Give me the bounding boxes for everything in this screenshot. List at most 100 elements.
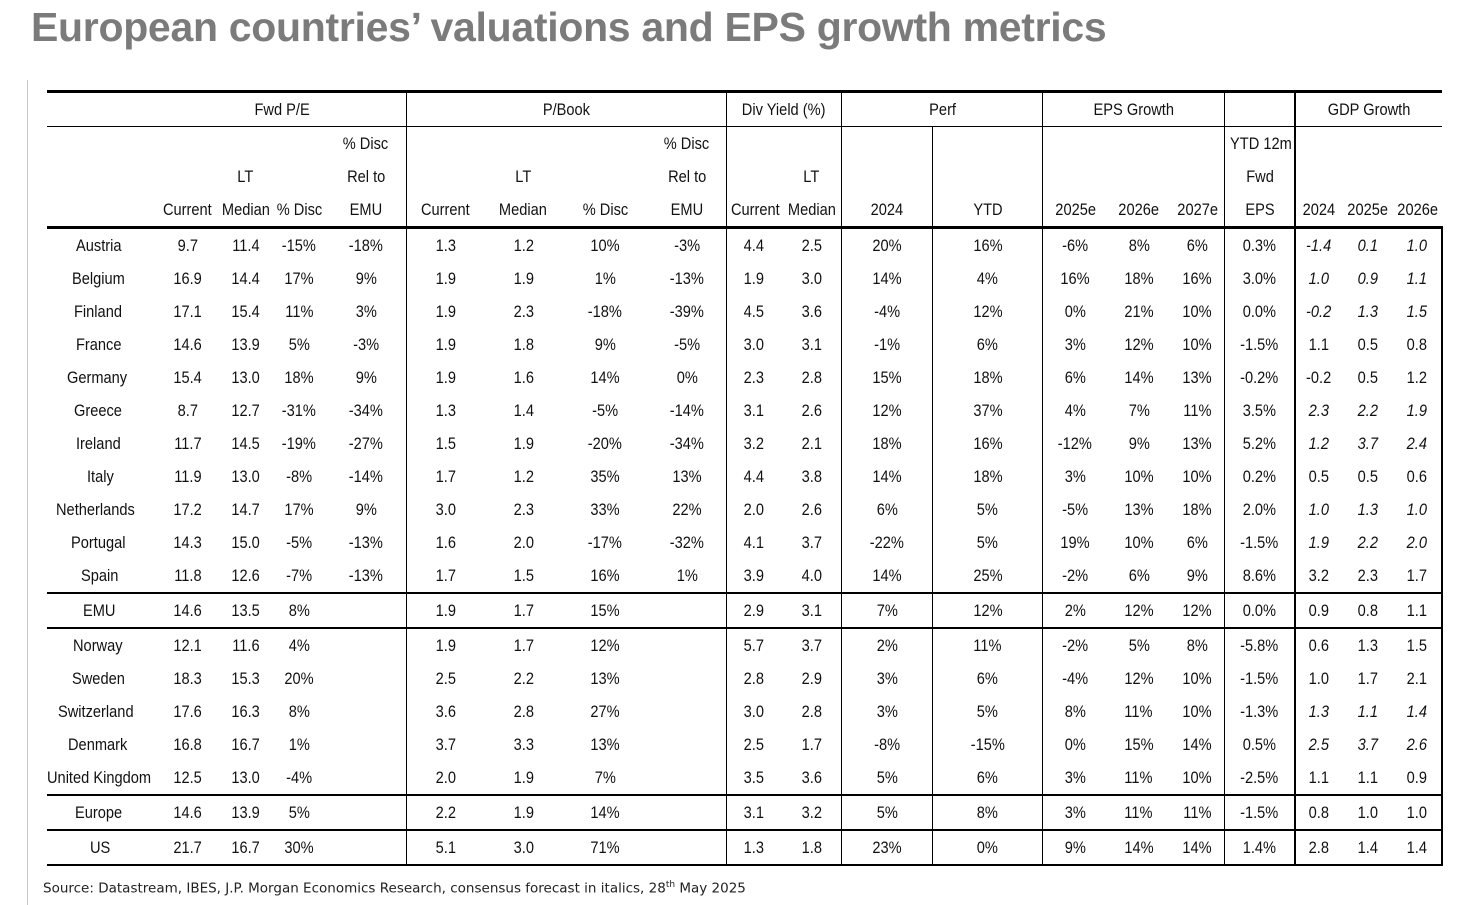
table-cell: -15% [282,236,317,255]
col-header-pb-median: Median [484,193,563,229]
table-cell: -18% [348,236,383,255]
table-cell: 8.6% [1224,559,1296,593]
table-cell: -5.8% [1224,627,1296,662]
table-cell: 2.0 [406,761,485,795]
table-row: Italy 11.9 13.0 -8% -14% 1.7 1.2 35% 13% 4.4 3.8 14… [47,460,1444,493]
table-cell: 12.6 [231,566,260,585]
table-cell: -1.5% [1224,526,1296,559]
table-row: Greece 8.7 12.7 -31% -34% 1.3 1.4 -5% -14% 3.1 2.6… [47,394,1444,427]
table-cell: 23% [841,829,933,866]
group-header-div-yield: Div Yield (%) [725,90,842,127]
table-cell: 0% [676,368,698,387]
table-cell: -4% [1042,662,1108,695]
table-cell: 13.0 [231,368,260,387]
valuations-table: Fwd P/E P/Book Div Yield (%) Perf EPS Gr… [47,90,1444,866]
col-header-perf-ytd: YTD [931,193,1043,229]
group-header-gdp-growth: GDP Growth [1294,90,1442,127]
table-row: Netherlands 17.2 14.7 17% 9% 3.0 2.3 33% 22% 2.0 2… [47,493,1444,526]
table-cell: 7% [841,592,933,628]
table-cell: 1.3 [406,394,485,427]
table-cell: 3.6 [406,695,485,728]
table-cell: -31% [282,401,317,420]
table-cell: 2.8 [801,702,822,721]
table-cell [647,829,727,866]
gdp-cell: 2.5 [1294,728,1342,761]
gdp-cell: 1.0 [1294,493,1342,526]
table-cell: 14% [841,559,933,593]
table-cell: 5% [931,695,1043,728]
table-cell: 17% [284,500,314,519]
table-cell: -15% [931,728,1043,761]
table-cell: 18% [931,361,1043,394]
table-cell: 7% [594,768,616,787]
table-cell: 13.9 [217,794,274,830]
table-cell: 14% [590,368,620,387]
table-cell: 1.2 [513,236,534,255]
table-row: US 21.7 16.7 30% 5.1 3.0 71% 1.3 1.8 23% 0% 9% 14% 14… [47,829,1444,866]
table-cell: 3.6 [801,302,822,321]
table-cell: 16.7 [217,829,274,866]
table-cell: 1% [594,269,616,288]
table-cell: 11% [1124,702,1153,721]
table-cell [647,794,727,830]
left-divider-line [27,80,28,905]
table-cell [648,728,726,761]
table-cell: 2.9 [725,592,782,628]
row-label: Denmark [67,735,128,754]
table-cell: 15% [562,592,648,628]
table-row: Germany 15.4 13.0 18% 9% 1.9 1.6 14% 0% 2.3 2.8 15%… [47,361,1444,394]
table-cell: 3% [1042,460,1108,493]
table-cell: 15.0 [231,533,260,552]
col-header-pb-current: Current [406,193,485,229]
table-cell: 14% [841,262,933,295]
table-cell: 13% [1182,368,1213,387]
table-cell: 14.4 [231,269,260,288]
table-cell: 19% [1042,526,1108,559]
gdp-cell: 1.0 [1393,493,1444,526]
gdp-cell: 1.5 [1393,627,1444,662]
row-label: Italy [86,467,114,486]
col-header-pb-lt: LT [515,167,532,186]
table-cell: -3% [673,236,700,255]
gdp-cell: 1.5 [1393,295,1444,328]
table-cell: 71% [562,829,648,866]
gdp-cell: 2.1 [1393,662,1444,695]
table-cell: 10% [1182,669,1213,688]
row-label: Switzerland [58,702,134,721]
table-cell: 11.9 [174,467,202,486]
table-cell: -39% [669,302,704,321]
table-cell: 12% [841,394,933,427]
table-cell: 11% [1170,794,1225,830]
col-header-eps-2027e: 2027e [1170,193,1225,229]
gdp-cell: 1.2 [1294,427,1342,460]
table-cell: 3% [841,695,933,728]
table-cell: 2.8 [801,368,822,387]
source-note: Source: Datastream, IBES, J.P. Morgan Ec… [43,880,746,897]
gdp-cell: 3.7 [1357,434,1378,453]
table-cell: -3% [352,335,379,354]
gdp-cell: 1.9 [1294,526,1342,559]
group-header-eps-growth: EPS Growth [1042,90,1225,127]
table-cell: 14.7 [231,500,260,519]
table-cell: 14% [1182,735,1213,754]
table-cell: 3.0% [1224,262,1296,295]
table-cell: 0.0% [1224,295,1296,328]
table-cell: -4% [841,295,933,328]
table-cell: 6% [931,328,1043,361]
gdp-cell: 1.4 [1393,695,1444,728]
gdp-cell: 0.1 [1357,236,1378,255]
table-cell: 10% [1182,768,1213,787]
table-cell: -1.3% [1224,695,1296,728]
table-cell: 16.9 [173,269,202,288]
table-cell [325,695,406,728]
table-cell: 4% [931,262,1043,295]
table-cell: 15% [1124,735,1154,754]
table-cell: 16% [931,227,1043,262]
table-cell: 1.9 [513,434,534,453]
table-cell: -2% [1042,559,1108,593]
table-cell: 10% [1182,467,1213,486]
table-cell: 22% [672,500,702,519]
table-cell: 1.7 [406,559,485,593]
table-row: Spain 11.8 12.6 -7% -13% 1.7 1.5 16% 1% 3.9 4.0 14%… [47,559,1444,593]
table-cell: 15.4 [231,302,260,321]
